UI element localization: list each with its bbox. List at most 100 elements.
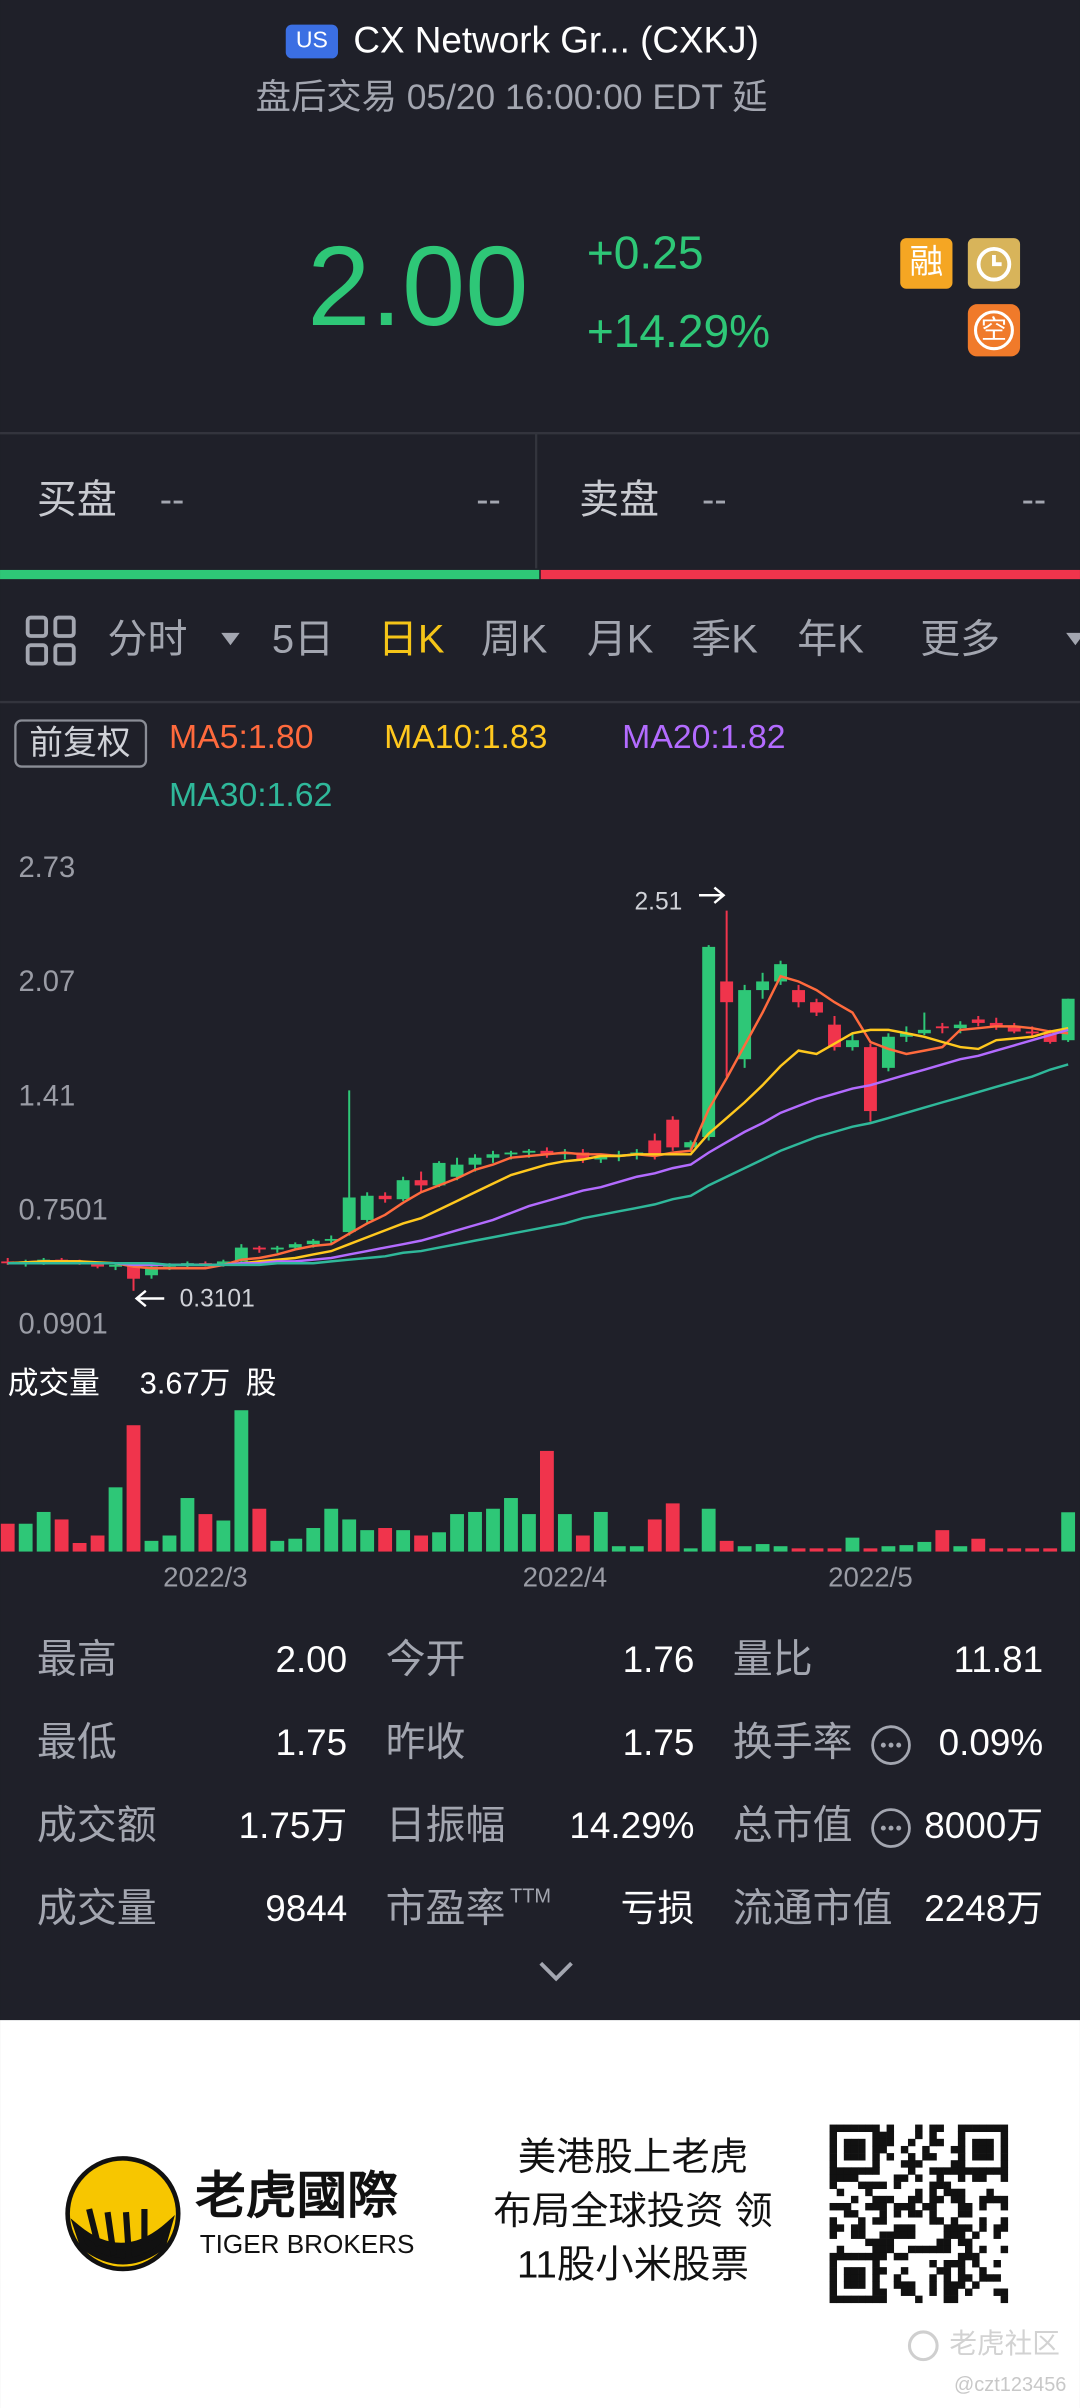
y-tick-label: 0.0901 [18,1308,107,1340]
volume-bar [234,1410,249,1552]
qr-module [950,2224,959,2232]
info-icon[interactable] [871,1725,911,1765]
volume-bar [683,1548,698,1552]
volume-bar [108,1487,123,1552]
qr-module [943,2274,952,2282]
qr-module [829,2288,838,2296]
qr-module [929,2260,937,2268]
qr-module [936,2245,944,2254]
tab[interactable]: 年K [797,618,864,662]
candle-body [450,1164,464,1177]
volume-bar [270,1540,285,1552]
price: 2.00 [307,223,528,350]
volume-bar [773,1546,788,1552]
qr-module [872,2167,880,2175]
qr-module [907,2195,916,2204]
tab[interactable]: 更多 [920,618,1000,662]
qr-module [850,2145,859,2154]
candle-body [863,1047,877,1112]
candle-body [127,1264,140,1279]
tab[interactable]: 日K [378,618,445,662]
tab-bar: 分时 5日 日K 周K 月K 季K 年K 更多 [108,618,1080,662]
qr-code [829,2124,1009,2304]
volume-bar [414,1535,429,1552]
qr-module [965,2288,973,2296]
qr-module [993,2124,1001,2133]
qr-module [879,2195,887,2204]
qr-module [858,2124,866,2133]
qr-module [886,2195,895,2204]
layout-icon[interactable] [25,615,76,666]
qr-module [829,2124,838,2133]
qr-module [858,2281,866,2289]
candle-body [881,1036,895,1068]
qr-module [907,2153,916,2161]
qr-module [829,2281,838,2289]
qr-module [965,2274,973,2282]
margin-tag[interactable] [900,238,953,289]
qr-module [872,2274,880,2282]
info-dot [880,1825,886,1831]
qr-module [836,2167,845,2175]
qr-module [900,2267,909,2275]
qr-module [850,2210,859,2218]
price-change-pct: +14.29% [587,305,770,357]
qr-module [922,2202,930,2211]
qr-module [893,2231,902,2239]
qr-module [1000,2160,1009,2168]
qr-module [943,2260,952,2268]
volume-bar [36,1511,51,1552]
tab[interactable]: 周K [481,618,548,662]
stat-value: 1.76 [623,1639,695,1680]
low-label: 0.3101 [180,1285,255,1312]
qr-module [943,2281,952,2289]
adjust-button[interactable] [14,719,148,768]
stat-value: 2248万 [924,1888,1043,1929]
tab[interactable]: 季K [691,618,758,662]
qr-module [829,2252,838,2261]
qr-module [936,2267,944,2275]
candle-body [486,1154,500,1158]
slogan-line: 美港股上老虎 [518,2136,748,2179]
qr-module [929,2274,937,2282]
tab[interactable]: 月K [587,618,654,662]
qr-module [900,2288,909,2296]
price-change: +0.25 [587,227,704,279]
tab[interactable]: 5日 [272,618,334,662]
volume-bar [755,1544,770,1552]
stat-value: 9844 [265,1888,347,1929]
expand-chevron[interactable] [539,1961,573,1982]
qr-module [943,2245,952,2254]
volume-bar [953,1546,968,1552]
qr-module [843,2252,852,2261]
volume-bar [198,1514,213,1552]
qr-module [972,2174,980,2182]
qr-module [950,2288,959,2296]
qr-module [979,2202,987,2211]
volume-bar [1061,1512,1076,1552]
info-icon[interactable] [871,1808,911,1848]
candle-body [360,1195,374,1220]
candle-body [396,1180,410,1200]
qr-module [829,2153,838,2161]
candle-body [145,1266,158,1276]
qr-module [879,2181,887,2190]
volume-bar [989,1548,1004,1552]
qr-module [936,2181,944,2190]
qr-module [872,2181,880,2190]
qr-module [829,2260,838,2268]
candle-body [810,1002,823,1013]
qr-module [858,2231,866,2239]
qr-module [986,2188,994,2197]
qr-module [986,2274,994,2282]
qr-module [965,2124,973,2133]
volume-bar [378,1528,393,1552]
tab[interactable]: 分时 [108,618,188,662]
stat-value: 14.29% [569,1805,694,1846]
qr-module [972,2153,980,2161]
qr-module [929,2153,937,2161]
qr-module [879,2231,887,2239]
candle-body [504,1152,518,1155]
qr-module [957,2145,966,2154]
volume-bar [935,1530,950,1552]
